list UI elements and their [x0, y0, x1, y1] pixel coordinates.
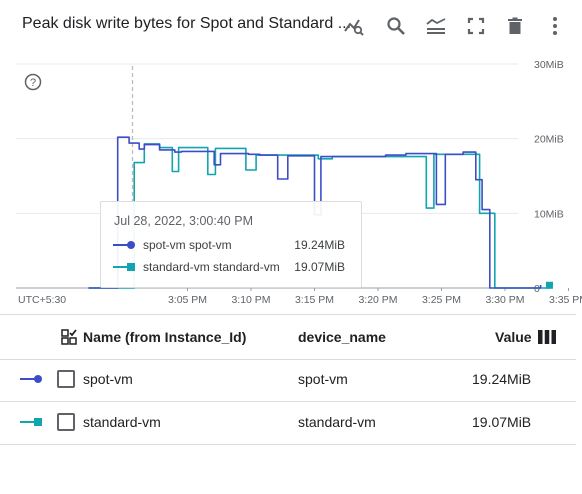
row-name: spot-vm: [83, 371, 133, 387]
x-tick-label: 3:20 PM: [358, 294, 397, 306]
tooltip-row-spot: spot-vm spot-vm 19.24MiB: [113, 237, 353, 255]
tooltip-series-label: spot-vm spot-vm: [143, 238, 232, 252]
x-tick-label: 3:15 PM: [295, 294, 334, 306]
standard-vm-line-symbol: [20, 418, 42, 426]
row-value: 19.07MiB: [472, 414, 532, 430]
chart-header: Peak disk write bytes for Spot and Stand…: [0, 0, 582, 52]
svg-text:?: ?: [30, 77, 36, 89]
spot-vm-line-symbol: [20, 375, 42, 383]
help-icon[interactable]: ?: [24, 73, 42, 91]
standard-vm-end-marker: [545, 281, 553, 289]
x-tick-label: 3:25 PM: [422, 294, 461, 306]
row-checkbox[interactable]: [57, 413, 75, 431]
table-row[interactable]: spot-vm spot-vm 19.24MiB: [0, 359, 576, 402]
hover-tooltip: Jul 28, 2022, 3:00:40 PM spot-vm spot-vm…: [100, 201, 362, 288]
y-tick-label: 0: [534, 283, 540, 295]
row-device: standard-vm: [298, 414, 376, 430]
series-lines: [88, 136, 553, 289]
value-column-header[interactable]: Value: [495, 329, 532, 345]
spot-vm-line: [88, 136, 542, 289]
tooltip-row-standard: standard-vm standard-vm 19.07MiB: [113, 259, 353, 277]
standard-vm-legend-symbol: [113, 263, 135, 271]
fullscreen-icon[interactable]: [464, 14, 488, 38]
spot-vm-legend-symbol: [113, 241, 135, 249]
delete-icon[interactable]: [503, 14, 527, 38]
legend-icon[interactable]: [424, 14, 448, 38]
column-select-icon[interactable]: [61, 329, 77, 345]
line-chart[interactable]: 30MiB 20MiB 10MiB 0 UTC+5:30 3:05 PM 3:10 PM 3:…: [0, 52, 582, 314]
x-tick-label: 3:05 PM: [168, 294, 207, 306]
device-column-header[interactable]: device_name: [298, 329, 386, 345]
table-header: Name (from Instance_Id) device_name Valu…: [0, 314, 576, 360]
search-icon[interactable]: [384, 14, 408, 38]
tooltip-series-label: standard-vm standard-vm: [143, 260, 280, 274]
row-checkbox[interactable]: [57, 370, 75, 388]
more-vert-icon[interactable]: [543, 14, 567, 38]
row-name: standard-vm: [83, 414, 161, 430]
row-device: spot-vm: [298, 371, 348, 387]
x-tick-label: 3:30 PM: [485, 294, 524, 306]
tooltip-series-value: 19.24MiB: [294, 238, 345, 252]
x-tick-label: 3:35 PM: [549, 294, 582, 306]
chart-title: Peak disk write bytes for Spot and Stand…: [22, 15, 352, 32]
y-tick-label: 20MiB: [534, 134, 564, 146]
name-column-header[interactable]: Name (from Instance_Id): [83, 329, 247, 345]
axis-ticks: 30MiB 20MiB 10MiB 0 UTC+5:30 3:05 PM 3:10 PM 3:…: [18, 59, 582, 306]
timezone-label: UTC+5:30: [18, 294, 66, 306]
row-value: 19.24MiB: [472, 371, 532, 387]
column-settings-icon[interactable]: [538, 330, 556, 344]
table-row[interactable]: standard-vm standard-vm 19.07MiB: [0, 402, 576, 445]
explore-icon[interactable]: [342, 14, 366, 38]
tooltip-series-value: 19.07MiB: [294, 260, 345, 274]
y-tick-label: 30MiB: [534, 59, 564, 71]
x-tick-label: 3:10 PM: [231, 294, 270, 306]
chart-canvas[interactable]: 30MiB 20MiB 10MiB 0 UTC+5:30 3:05 PM 3:10 PM 3:…: [0, 52, 582, 314]
y-tick-label: 10MiB: [534, 208, 564, 220]
tooltip-time: Jul 28, 2022, 3:00:40 PM: [114, 214, 253, 228]
